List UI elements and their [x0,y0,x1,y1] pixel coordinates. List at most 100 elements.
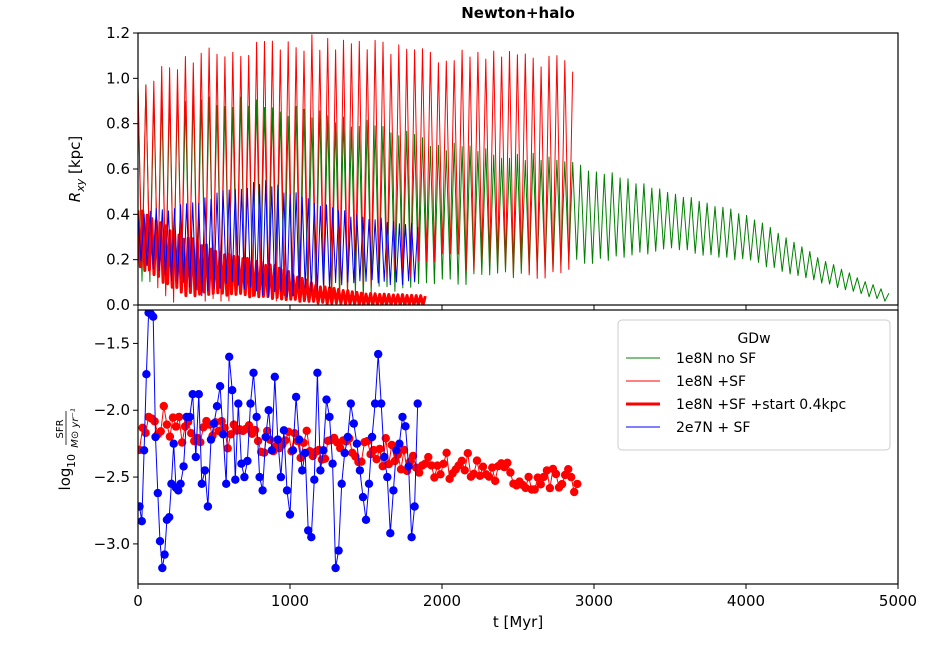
series-line [138,84,890,302]
data-point [234,399,243,408]
data-point [281,436,290,445]
data-point [188,390,197,399]
data-point [298,466,307,475]
top-lines [138,34,890,305]
data-point [276,472,286,482]
data-point [162,420,172,429]
data-point [491,476,500,486]
y-tick-label: −1.5 [94,334,130,352]
data-point [176,479,185,488]
data-point [282,486,292,495]
data-point [349,419,358,428]
x-tick-label: 0 [133,592,143,610]
x-tick-label: 1000 [271,592,309,610]
data-point [506,468,515,477]
data-point [223,444,232,453]
legend-title: GDw [737,331,770,347]
data-point [310,475,319,484]
data-point [301,448,310,458]
data-point [322,395,331,404]
data-point [159,401,168,411]
data-point [218,430,228,439]
data-point [334,546,343,555]
data-point [246,399,255,408]
data-point [203,502,213,511]
data-point [160,550,169,559]
data-point [380,452,389,462]
data-point [155,537,165,546]
data-point [570,487,579,497]
top-panel: 0.0 0.2 0.4 0.6 0.8 1.0 1.2 Rxy [kpc] [66,24,899,314]
data-point [377,399,386,408]
ylabel-log-sub: 10 [65,454,78,468]
data-point [174,486,183,495]
data-point [197,479,206,488]
ylabel-log: log [56,468,74,491]
data-point [206,435,216,444]
chart-title: Newton+halo [461,4,575,22]
x-tick-label: 4000 [727,592,765,610]
data-point [337,479,346,488]
data-point [260,448,269,457]
data-point [138,502,144,511]
data-point [304,526,313,535]
legend: GDw 1e8N no SF 1e8N +SF 1e8N +SF +start 0.4… [617,319,891,451]
data-point [191,452,200,462]
data-point [401,422,410,431]
data-point [524,472,533,482]
data-point [352,439,362,448]
data-point [240,472,249,482]
y-tick-label: −3.0 [94,535,130,553]
data-point [149,312,158,321]
x-tick-label: 3000 [575,592,613,610]
data-point [358,492,368,502]
data-point [427,461,436,470]
legend-label: 1e8N +SF +start 0.4kpc [676,397,846,413]
data-point [153,488,162,498]
top-y-axis-label: Rxy [kpc] [66,136,87,202]
data-point [410,502,419,511]
data-point [503,458,512,467]
data-point [375,444,384,454]
data-point [138,517,146,526]
data-point [142,370,151,379]
data-point [226,430,235,439]
data-point [567,472,576,482]
data-point [424,452,433,462]
data-point [174,412,184,422]
data-point [557,479,567,489]
data-point [194,390,203,399]
data-point [408,451,418,461]
x-tick-label: 5000 [879,592,917,610]
y-tick-label: 0.0 [106,296,130,314]
data-point [228,386,237,395]
legend-label: 1e8N no SF [676,351,756,367]
data-point [539,472,548,482]
data-point [390,456,400,466]
data-point [374,349,383,359]
data-point [291,392,301,402]
data-point [185,412,194,422]
data-point [325,412,334,422]
y-tick-label: 0.8 [106,115,130,133]
legend-label: 2e7N + SF [676,420,750,436]
data-point [530,485,539,494]
data-point [478,462,488,471]
data-point [460,466,469,475]
y-tick-label: 0.4 [106,205,130,223]
data-point [255,472,264,482]
data-point [484,472,494,481]
data-point [355,466,365,475]
data-point [273,435,282,444]
data-point [165,432,175,441]
x-axis-label: t [Myr] [493,613,543,631]
data-point [399,445,409,455]
data-point [267,446,276,455]
data-point [290,429,299,438]
data-point [343,432,352,442]
data-point [177,438,187,447]
data-point [200,466,210,475]
data-point [436,470,445,479]
data-point [270,372,279,381]
